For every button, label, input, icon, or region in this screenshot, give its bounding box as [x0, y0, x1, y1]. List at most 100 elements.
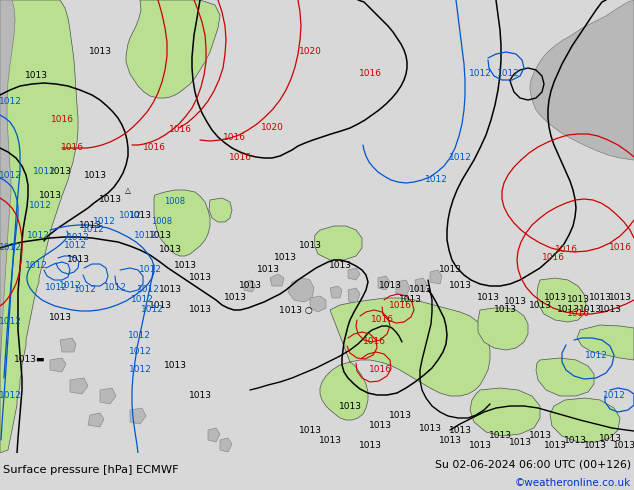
Text: 1016: 1016	[51, 116, 74, 124]
Text: 1012: 1012	[602, 391, 625, 399]
Text: 1013: 1013	[148, 300, 172, 310]
Text: 1013: 1013	[224, 294, 247, 302]
Polygon shape	[314, 226, 362, 260]
Text: 1013: 1013	[408, 286, 432, 294]
Text: 1012: 1012	[449, 153, 472, 163]
Text: 1012: 1012	[585, 350, 607, 360]
Polygon shape	[310, 296, 326, 312]
Text: 1013: 1013	[503, 297, 526, 307]
Text: 1012: 1012	[469, 70, 491, 78]
Polygon shape	[154, 190, 210, 256]
Text: 1012: 1012	[29, 200, 51, 210]
Text: 1016: 1016	[143, 144, 165, 152]
Text: 1013: 1013	[439, 266, 462, 274]
Polygon shape	[70, 378, 88, 394]
Text: 1012: 1012	[63, 241, 86, 249]
Text: 1020: 1020	[261, 123, 283, 132]
Text: 1013: 1013	[598, 305, 621, 315]
Text: 1012: 1012	[58, 280, 81, 290]
Text: 1016: 1016	[358, 70, 382, 78]
Polygon shape	[396, 280, 410, 296]
Text: 1013: 1013	[339, 401, 361, 411]
Text: 1013: 1013	[612, 441, 634, 449]
Text: 1016: 1016	[609, 244, 631, 252]
Text: 1013: 1013	[84, 171, 107, 179]
Text: 1016: 1016	[567, 310, 590, 318]
Text: 1013: 1013	[493, 305, 517, 315]
Polygon shape	[244, 280, 256, 292]
Polygon shape	[288, 278, 314, 302]
Text: 1012: 1012	[103, 284, 126, 293]
Text: 1012: 1012	[134, 230, 157, 240]
Text: 1012: 1012	[127, 330, 150, 340]
Text: 1012: 1012	[496, 70, 519, 78]
Text: 1013: 1013	[564, 436, 586, 444]
Text: 1013: 1013	[328, 261, 351, 270]
Text: 1012: 1012	[129, 366, 152, 374]
Text: 1012: 1012	[44, 283, 67, 292]
Text: 1012: 1012	[32, 168, 55, 176]
Text: 1013 ○: 1013 ○	[279, 305, 313, 315]
Text: 1016: 1016	[223, 133, 245, 143]
Text: 1013: 1013	[588, 294, 612, 302]
Text: 1013: 1013	[578, 305, 602, 315]
Text: 1013: 1013	[48, 168, 72, 176]
Text: 1012: 1012	[119, 211, 141, 220]
Text: 1013: 1013	[368, 420, 392, 430]
Text: 1013: 1013	[89, 48, 112, 56]
Text: 1013: 1013	[389, 411, 411, 419]
Text: 1013: 1013	[583, 441, 607, 449]
Text: 1013: 1013	[489, 431, 512, 440]
Text: 1013: 1013	[543, 294, 567, 302]
Text: 1012: 1012	[0, 98, 22, 106]
Text: 1013: 1013	[67, 255, 89, 265]
Text: 1013: 1013	[174, 261, 197, 270]
Text: 1013: 1013	[299, 425, 321, 435]
Text: 1013: 1013	[529, 300, 552, 310]
Text: 1012: 1012	[131, 295, 153, 304]
Text: Su 02-06-2024 06:00 UTC (00+126): Su 02-06-2024 06:00 UTC (00+126)	[435, 459, 631, 469]
Polygon shape	[209, 198, 232, 222]
Text: 1012: 1012	[0, 244, 22, 252]
Polygon shape	[550, 398, 620, 442]
Text: △: △	[125, 186, 131, 195]
Text: 1013: 1013	[543, 441, 567, 449]
Text: 1013: 1013	[188, 391, 212, 399]
Text: 1013: 1013	[508, 438, 531, 446]
Text: 1013: 1013	[418, 423, 441, 433]
Polygon shape	[430, 270, 442, 284]
Text: ©weatheronline.co.uk: ©weatheronline.co.uk	[515, 478, 631, 489]
Polygon shape	[348, 268, 360, 280]
Text: 1016: 1016	[541, 253, 564, 263]
Text: 1013▬: 1013▬	[14, 356, 46, 365]
Polygon shape	[50, 358, 66, 372]
Text: 1013: 1013	[609, 294, 631, 302]
Text: 1013: 1013	[48, 314, 72, 322]
Polygon shape	[415, 278, 427, 292]
Polygon shape	[378, 276, 390, 290]
Polygon shape	[348, 288, 360, 302]
Text: 1013: 1013	[148, 230, 172, 240]
Text: 1012: 1012	[425, 175, 448, 185]
Polygon shape	[330, 286, 342, 298]
Text: 1016: 1016	[228, 153, 252, 163]
Text: 1013: 1013	[299, 241, 321, 249]
Polygon shape	[478, 308, 528, 350]
Text: 1012: 1012	[74, 286, 96, 294]
Text: 1012: 1012	[93, 218, 115, 226]
Polygon shape	[88, 413, 104, 427]
Text: 1012: 1012	[136, 286, 159, 294]
Text: 1016: 1016	[60, 144, 84, 152]
Text: 1013: 1013	[257, 266, 280, 274]
Text: 1013: 1013	[529, 431, 552, 440]
Polygon shape	[100, 388, 116, 404]
Text: 1013: 1013	[358, 441, 382, 449]
Text: 1013: 1013	[158, 245, 181, 254]
Text: 1013: 1013	[39, 191, 61, 199]
Text: 1012: 1012	[0, 391, 22, 399]
Text: Surface pressure [hPa] ECMWF: Surface pressure [hPa] ECMWF	[3, 465, 179, 475]
Text: 1020: 1020	[299, 48, 321, 56]
Polygon shape	[0, 0, 78, 453]
Text: 1012: 1012	[0, 171, 22, 179]
Polygon shape	[126, 0, 220, 98]
